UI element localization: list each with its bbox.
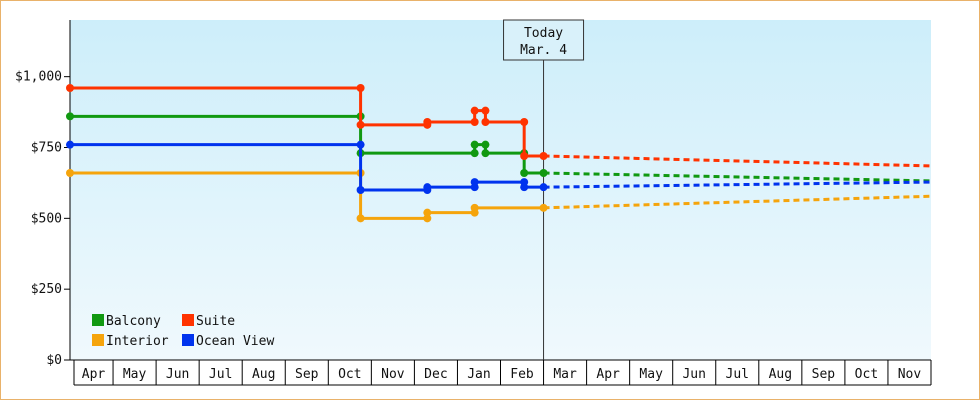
data-point [520, 118, 529, 126]
series-layer [66, 84, 932, 223]
today-date: Mar. 4 [520, 43, 567, 58]
data-point [481, 106, 490, 115]
x-tick-label: Feb [510, 367, 534, 382]
data-point [423, 183, 432, 192]
data-point [356, 214, 365, 223]
data-point [481, 118, 490, 126]
data-point [470, 140, 479, 149]
legend-label: Balcony [106, 314, 161, 329]
legend-label: Interior [106, 334, 169, 349]
x-tick-label: Nov [898, 367, 922, 382]
x-tick-label: Mar [553, 367, 577, 382]
legend-item: Suite [182, 314, 235, 329]
series-line [70, 86, 544, 158]
data-point [470, 149, 479, 158]
x-tick-label: Apr [596, 367, 620, 382]
data-point [66, 112, 74, 121]
data-point [423, 214, 432, 223]
x-tick-label: Nov [381, 367, 405, 382]
legend-swatch [182, 334, 194, 346]
data-point [356, 140, 365, 149]
data-point [356, 120, 365, 129]
legend-swatch [92, 334, 104, 346]
legend-item: Interior [92, 334, 169, 349]
data-point [481, 140, 490, 149]
series-ocean-view [66, 140, 932, 194]
series-balcony [66, 112, 932, 183]
x-tick-label: Aug [769, 367, 792, 382]
x-tick-label: Jul [209, 367, 232, 382]
x-tick-label: Jan [467, 367, 490, 382]
y-tick-label: $1,000 [15, 70, 62, 85]
x-axis: Apr May Jun Jul Aug Sep Oct Nov Dec Jan Feb Mar Apr M… [70, 359, 932, 386]
series-forecast-line [543, 180, 932, 189]
legend: Balcony Suite Interior Ocean View [92, 314, 274, 349]
data-point [520, 169, 529, 177]
series-forecast-line [543, 194, 932, 210]
series-line [70, 114, 544, 175]
data-point [470, 178, 479, 187]
data-point [481, 149, 490, 158]
data-point [66, 140, 74, 149]
y-tick-label: $0 [46, 353, 62, 368]
data-point [423, 208, 432, 217]
x-tick-label: Apr [82, 367, 106, 382]
x-tick-label: Jun [682, 367, 705, 382]
data-point [423, 118, 432, 126]
x-tick-label: Jun [166, 367, 189, 382]
legend-item: Balcony [92, 314, 161, 329]
legend-swatch [182, 314, 194, 326]
data-point [539, 169, 548, 177]
legend-item: Ocean View [182, 334, 274, 349]
x-tick-label: May [123, 367, 147, 382]
today-box [503, 19, 585, 61]
legend-swatch [92, 314, 104, 326]
data-point [356, 186, 365, 194]
data-point [539, 203, 548, 212]
today-marker: Today Mar. 4 [503, 19, 585, 360]
plot-background [70, 20, 931, 360]
y-tick-label: $250 [31, 282, 62, 297]
data-point [470, 106, 479, 115]
data-point [539, 152, 548, 160]
x-tick-label: Oct [855, 367, 878, 382]
legend-label: Suite [196, 314, 235, 329]
x-tick-label: Sep [295, 367, 319, 382]
series-forecast-line [543, 171, 932, 183]
series-forecast-line [543, 154, 932, 168]
x-tick-label: Sep [812, 367, 836, 382]
data-point [470, 203, 479, 212]
data-point [539, 183, 548, 192]
legend-label: Ocean View [196, 334, 274, 349]
x-tick-label: Oct [338, 367, 361, 382]
x-tick-label: Jul [726, 367, 749, 382]
data-point [520, 152, 529, 160]
x-tick-label: Aug [252, 367, 275, 382]
data-point [520, 183, 529, 192]
x-tick-label: May [639, 367, 663, 382]
data-point [66, 84, 74, 92]
y-tick-label: $500 [31, 211, 62, 226]
data-point [66, 169, 74, 177]
series-suite [66, 84, 932, 168]
today-label: Today [524, 26, 563, 41]
x-tick-label: Dec [424, 367, 447, 382]
y-axis: $0 $250 $500 $750 $1,000 [15, 20, 71, 368]
data-point [470, 118, 479, 126]
y-tick-label: $750 [31, 141, 62, 156]
data-point [356, 84, 365, 92]
